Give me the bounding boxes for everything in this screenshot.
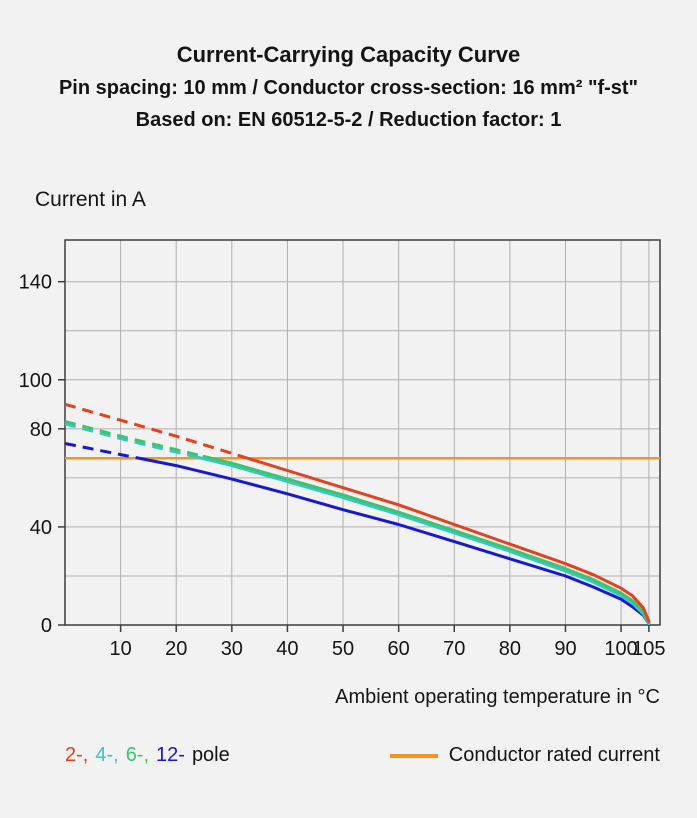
x-tick-label: 105 [632, 638, 665, 660]
x-tick-label: 10 [109, 638, 131, 660]
x-tick-label: 60 [388, 638, 410, 660]
x-tick-label: 30 [221, 638, 243, 660]
y-tick-label: 140 [19, 272, 52, 294]
rated-current-legend: Conductor rated current [389, 744, 660, 767]
y-tick-label: 0 [41, 615, 52, 637]
curve-12-pole-dashed [64, 442, 138, 460]
curve-6-pole-dashed [64, 420, 205, 458]
legend-pole-item: 2-, [65, 744, 89, 766]
curve-6-pole [202, 454, 651, 624]
x-tick-label: 40 [276, 638, 298, 660]
curve-2-pole-dashed [64, 402, 244, 459]
x-axis-title: Ambient operating temperature in °C [335, 686, 660, 708]
x-tick-label: 70 [443, 638, 465, 660]
pole-legend-suffix: pole [191, 744, 230, 766]
y-axis-title: Current in A [35, 188, 146, 211]
y-tick-label: 40 [30, 517, 52, 539]
plot-frame [64, 239, 661, 626]
legend-pole-item: 6-, [125, 744, 150, 766]
curve-4-pole [197, 456, 651, 626]
curve-12-pole [135, 456, 651, 626]
legend: 2-, 4-, 6-, 12- pole Conductor rated current [65, 744, 660, 767]
chart-title: Current-Carrying Capacity Curve [176, 42, 521, 67]
chart-subtitle-spec: Pin spacing: 10 mm / Conductor cross-sec… [58, 77, 639, 99]
y-tick-label: 100 [19, 370, 52, 392]
x-tick-label: 90 [554, 638, 576, 660]
curve-2-pole [241, 455, 651, 623]
x-tick-label: 20 [165, 638, 187, 660]
chart-subtitle-standard: Based on: EN 60512-5-2 / Reduction facto… [135, 109, 562, 131]
x-tick-label: 50 [332, 638, 354, 660]
x-tick-label: 100 [604, 638, 637, 660]
curve-4-pole-dashed [64, 422, 199, 459]
legend-pole-item: 4-, [95, 744, 119, 766]
legend-pole-item: 12- [156, 744, 185, 766]
y-tick-label: 80 [30, 419, 52, 441]
pole-legend-items: 2-, 4-, 6-, 12- [65, 744, 185, 766]
x-tick-label: 80 [499, 638, 521, 660]
chart-header: Current-Carrying Capacity Curve Pin spac… [0, 42, 697, 132]
rated-current-label: Conductor rated current [448, 744, 660, 766]
pole-legend: 2-, 4-, 6-, 12- pole [65, 744, 230, 767]
rated-current-line-swatch [389, 753, 438, 758]
